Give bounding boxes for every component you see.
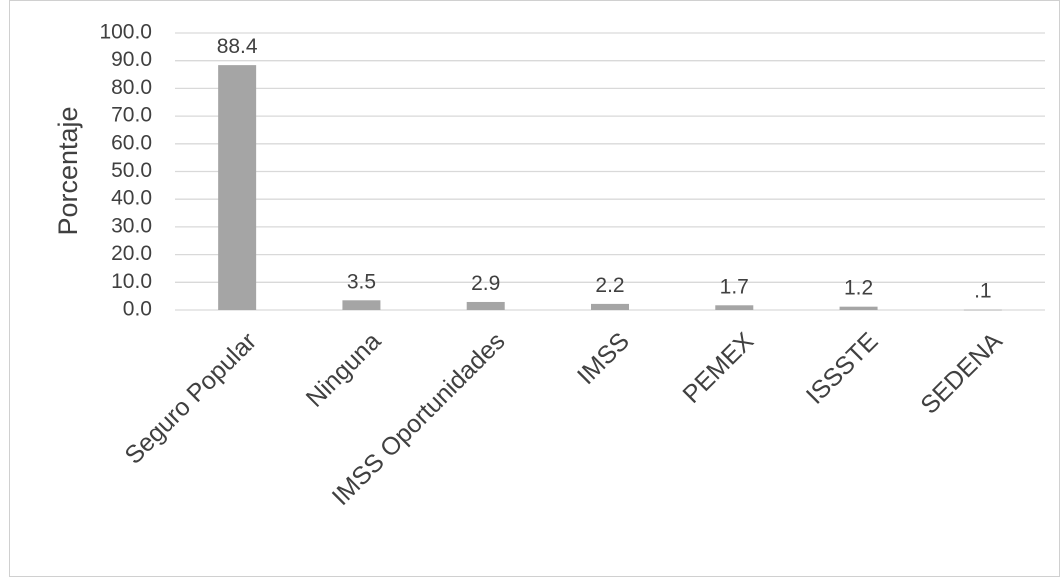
y-tick-label: 60.0: [111, 131, 152, 154]
category-label: Ninguna: [301, 327, 387, 413]
y-tick-label: 0.0: [123, 298, 152, 321]
bar: [466, 301, 505, 310]
data-label: 1.2: [844, 277, 873, 300]
y-tick-label: 30.0: [111, 214, 152, 237]
bar: [591, 303, 629, 310]
bar: [218, 65, 257, 310]
bar: [342, 300, 381, 310]
bar: [963, 309, 1002, 311]
data-labels: 88.4 3.5 2.9 2.2 1.7 1.2 .1: [217, 35, 992, 303]
y-tick-label: 80.0: [111, 76, 152, 99]
y-tick-label: 10.0: [111, 270, 152, 293]
data-label: 2.2: [595, 274, 624, 297]
y-tick-label: 50.0: [111, 159, 152, 182]
data-label: 3.5: [347, 270, 376, 293]
data-label: 88.4: [217, 35, 258, 58]
category-label: SEDENA: [915, 327, 1008, 420]
y-axis-label: Porcentaje: [53, 106, 83, 235]
category-label: Seguro Popular: [119, 327, 262, 470]
bar: [715, 305, 754, 310]
bars: [218, 65, 1002, 311]
y-tick-label: 40.0: [111, 187, 152, 210]
category-label: ISSSTE: [801, 327, 884, 410]
chart-frame: [9, 0, 1060, 577]
y-tick-label: 100.0: [99, 21, 152, 44]
category-label: PEMEX: [678, 327, 760, 409]
gridlines: [175, 32, 1045, 311]
bar: [839, 306, 878, 310]
category-label: IMSS: [572, 327, 635, 390]
y-tick-label: 70.0: [111, 104, 152, 127]
y-tick-label: 20.0: [111, 242, 152, 265]
data-label: .1: [974, 280, 992, 303]
y-tick-label: 90.0: [111, 48, 152, 71]
y-axis-ticks: 0.0 10.0 20.0 30.0 40.0 50.0 60.0 70.0 80.0 90.0 1…: [99, 21, 152, 321]
data-label: 1.7: [720, 275, 749, 298]
data-label: 2.9: [471, 272, 500, 295]
